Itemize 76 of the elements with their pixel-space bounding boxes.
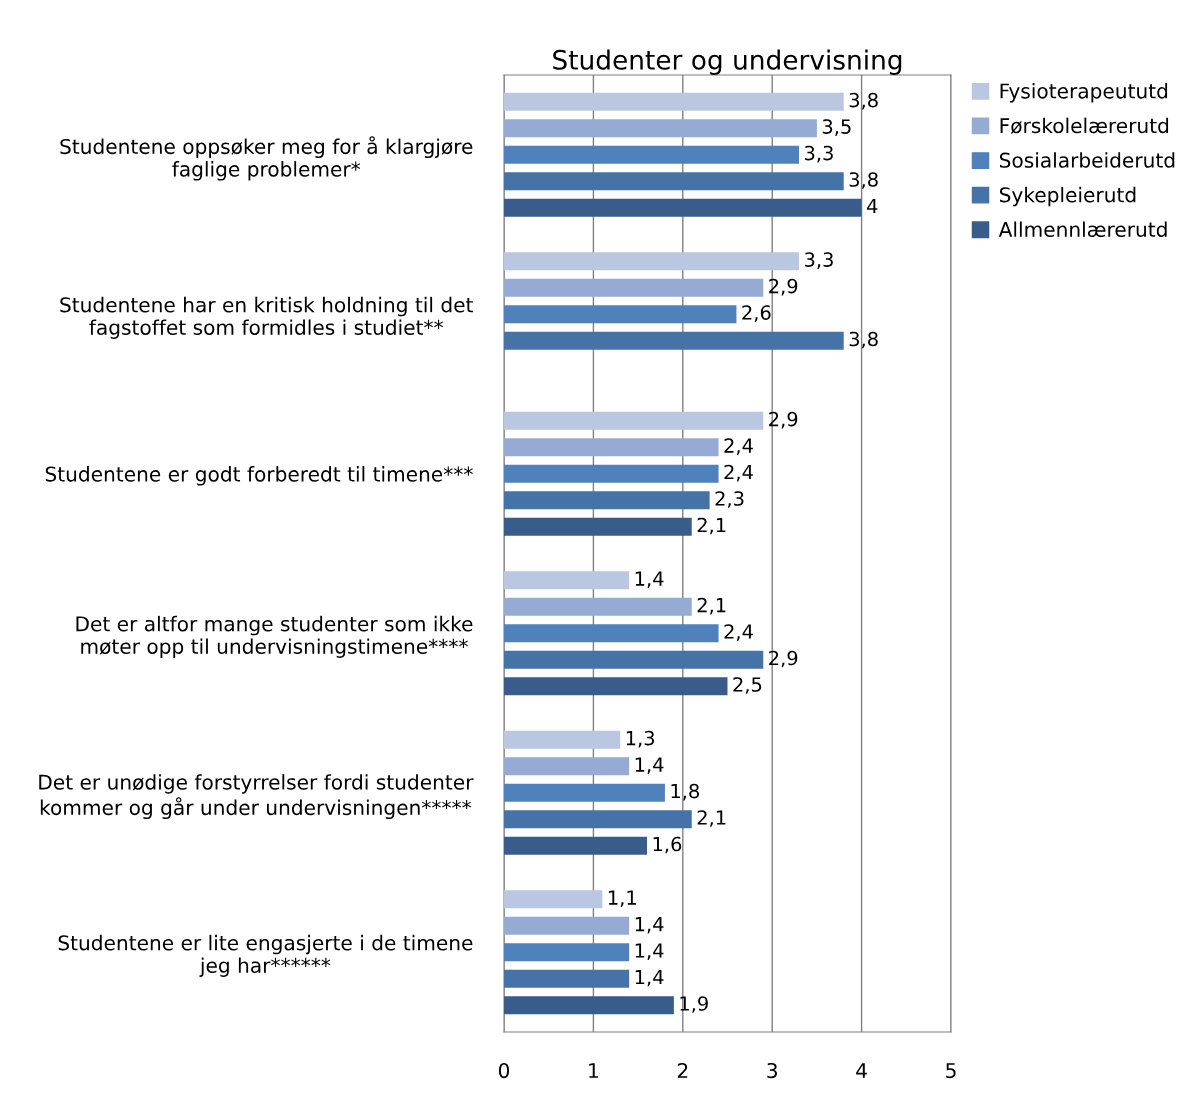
data-label: 1,4 <box>635 757 664 774</box>
data-label: 3,8 <box>849 331 878 349</box>
bar <box>504 198 862 217</box>
data-label: 2,4 <box>724 464 753 482</box>
bar <box>504 517 692 536</box>
bar <box>504 491 710 510</box>
bar <box>504 411 764 430</box>
chart-title: Studenter og undervisning <box>553 49 902 75</box>
data-label: 2,9 <box>769 650 798 668</box>
data-label: 1,9 <box>680 996 708 1013</box>
data-label: 4 <box>867 198 878 214</box>
y-tick-label: Studentene oppsøker meg for å klargjøre faglige problemer* <box>60 136 473 181</box>
data-label: 2,5 <box>733 677 762 694</box>
data-label: 3,8 <box>849 92 878 110</box>
data-label: 1,3 <box>626 730 655 748</box>
bar <box>504 119 817 138</box>
bar <box>504 624 719 643</box>
bar <box>504 278 764 297</box>
x-tick-label: 4 <box>856 1063 867 1078</box>
x-tick-label: 3 <box>767 1062 777 1079</box>
legend-label: Sosialarbeiderutd <box>999 152 1175 168</box>
legend-label: Førskolelærerutd <box>1000 117 1169 134</box>
data-label: 2,9 <box>769 411 798 429</box>
bar <box>504 757 630 776</box>
bar <box>504 92 844 111</box>
data-label: 2,6 <box>742 305 771 322</box>
bar <box>504 783 665 802</box>
legend-label: Fysioterapeututd <box>1000 83 1168 103</box>
x-tick-label: 5 <box>946 1063 956 1079</box>
data-label: 1,8 <box>671 783 699 801</box>
bar <box>504 969 630 988</box>
bar <box>504 145 800 164</box>
bar <box>504 305 737 324</box>
data-label: 3,5 <box>822 119 851 136</box>
data-label: 3,3 <box>804 252 833 269</box>
legend-label: Sykepleierutd <box>999 186 1136 207</box>
bar <box>504 331 844 350</box>
bar <box>504 730 621 749</box>
data-label: 1,4 <box>635 943 664 960</box>
y-tick-label: Studentene er lite engasjerte i de timene jeg har****** <box>58 934 473 977</box>
bar <box>504 597 692 616</box>
bar <box>504 252 800 271</box>
bar <box>504 996 674 1015</box>
data-label: 2,1 <box>697 810 726 827</box>
data-label: 2,1 <box>697 517 726 535</box>
data-label: 1,4 <box>635 916 664 934</box>
bar <box>504 650 764 669</box>
x-tick-label: 2 <box>677 1062 688 1078</box>
bar <box>504 464 719 483</box>
data-label: 2,9 <box>769 278 798 296</box>
y-tick-label: Studentene har en kritisk holdning til det fagstoffet som formidles i studiet** <box>60 296 473 339</box>
data-label: 1,4 <box>635 969 664 987</box>
bar <box>504 943 630 962</box>
bar <box>504 571 630 590</box>
bar <box>504 172 844 191</box>
bar <box>504 916 630 935</box>
data-label: 1,1 <box>608 890 636 907</box>
data-label: 1,4 <box>635 571 664 588</box>
bar <box>504 438 719 457</box>
bar <box>504 677 728 696</box>
data-label: 2,4 <box>724 438 753 455</box>
data-label: 2,4 <box>724 624 753 641</box>
bar <box>504 810 692 829</box>
y-tick-label: Det er unødige forstyrrelser fordi studenter kommer og går under undervisningen***** <box>39 774 474 820</box>
data-label: 1,6 <box>653 836 682 854</box>
data-label: 2,3 <box>715 491 744 508</box>
x-tick-label: 1 <box>589 1063 598 1078</box>
bar <box>504 836 648 855</box>
bar <box>504 890 603 909</box>
x-tick-label: 0 <box>498 1062 510 1079</box>
legend-label: Allmennlærerutd <box>998 221 1167 238</box>
data-label: 3,3 <box>804 145 833 163</box>
y-tick-label: Studentene er godt forberedt til timene*** <box>45 466 473 486</box>
data-label: 2,1 <box>697 597 726 615</box>
y-tick-label: Det er altfor mange studenter som ikke møter opp til undervisningstimene**** <box>76 615 473 658</box>
data-label: 3,8 <box>849 172 878 189</box>
